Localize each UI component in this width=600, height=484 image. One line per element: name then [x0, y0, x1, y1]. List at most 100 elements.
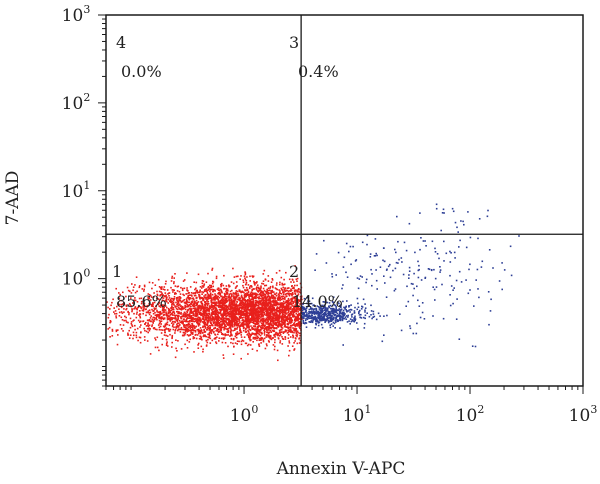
data-point-q1 [136, 307, 139, 309]
data-point-q1 [287, 327, 290, 330]
data-point-q1 [222, 296, 224, 299]
data-point-q1 [205, 312, 208, 315]
data-point-q1 [210, 314, 213, 316]
data-point-q2 [423, 318, 426, 320]
data-point-q1 [178, 300, 181, 302]
data-point-q1 [256, 284, 259, 286]
data-point-q1 [218, 296, 221, 299]
data-point-q1 [188, 319, 191, 322]
data-point-q1 [150, 315, 152, 317]
data-point-q1 [181, 328, 184, 331]
data-point-q1 [223, 319, 226, 322]
data-point-q1 [113, 311, 115, 313]
data-point-q2 [310, 308, 312, 310]
data-point-q1 [228, 298, 230, 300]
data-point-q1 [269, 312, 271, 314]
data-point-q1 [287, 307, 290, 309]
data-point-q1 [242, 319, 244, 322]
data-point-q1 [128, 312, 130, 314]
data-point-q1 [193, 303, 196, 306]
data-point-q1 [206, 300, 208, 302]
data-point-q1 [220, 313, 222, 316]
data-point-q1 [136, 308, 138, 311]
data-point-q1 [292, 334, 294, 337]
data-point-q1 [231, 303, 233, 306]
data-point-q1 [209, 337, 212, 340]
data-point-q1 [189, 311, 191, 314]
data-point-q1 [244, 292, 247, 295]
data-point-q1 [271, 295, 273, 297]
data-point-q1 [228, 302, 231, 305]
data-point-q1 [187, 290, 189, 292]
data-point-q1 [290, 320, 293, 322]
data-point-q1 [219, 312, 222, 314]
data-point-q1 [247, 329, 249, 332]
data-point-q1 [222, 315, 224, 318]
data-point-q1 [125, 308, 127, 311]
data-point-q1 [275, 299, 277, 302]
data-point-q1 [173, 296, 176, 298]
data-point-q1 [193, 301, 196, 303]
data-point-q2 [323, 312, 326, 314]
data-point-q1 [266, 316, 269, 319]
data-point-q1 [277, 314, 280, 317]
data-point-q2 [364, 317, 366, 320]
data-point-q1 [244, 277, 246, 279]
data-point-q1 [254, 328, 257, 330]
data-point-q2 [309, 315, 312, 318]
data-point-q2 [323, 309, 326, 312]
data-point-q1 [131, 325, 134, 328]
data-point-q2 [326, 301, 329, 304]
data-point-q2 [343, 317, 346, 320]
data-point-q1 [209, 342, 212, 344]
data-point-q1 [143, 327, 145, 330]
data-point-q2 [327, 312, 329, 315]
data-point-q1 [203, 329, 205, 332]
data-point-q1 [268, 312, 270, 315]
data-point-q2 [330, 317, 333, 320]
data-point-q1 [278, 295, 280, 298]
data-point-q1 [156, 297, 158, 300]
data-point-q1 [168, 308, 170, 311]
data-point-q1 [196, 329, 199, 331]
data-point-q2 [323, 315, 325, 317]
data-point-q1 [207, 286, 210, 288]
data-point-q1 [150, 296, 153, 298]
data-point-q2 [353, 310, 356, 312]
data-point-q1 [245, 322, 247, 324]
data-point-q1 [263, 303, 265, 306]
data-point-q1 [143, 285, 146, 288]
data-point-q1 [174, 285, 177, 287]
data-point-q1 [179, 297, 182, 299]
data-point-q2 [417, 299, 419, 302]
data-point-q1 [271, 310, 274, 313]
data-point-q1 [277, 333, 279, 335]
data-point-q1 [195, 319, 198, 322]
data-point-q1 [212, 313, 214, 315]
data-point-q2 [318, 306, 321, 309]
data-point-q2 [354, 315, 356, 318]
data-point-q2 [330, 316, 332, 318]
data-point-q1 [113, 307, 115, 309]
data-point-q1 [293, 348, 296, 350]
data-point-q1 [252, 322, 255, 324]
data-point-q1 [261, 293, 263, 295]
data-point-q1 [190, 315, 193, 317]
data-point-q1 [223, 303, 225, 305]
data-point-q1 [196, 322, 199, 324]
data-point-q1 [251, 308, 254, 310]
data-point-q1 [186, 347, 189, 349]
data-point-q1 [296, 314, 299, 317]
data-point-q1 [230, 326, 232, 328]
data-point-q1 [225, 304, 228, 307]
data-point-q1 [235, 321, 237, 324]
data-point-q1 [266, 288, 269, 291]
data-point-q1 [286, 305, 289, 308]
data-point-q1 [162, 294, 164, 296]
data-point-q1 [182, 328, 185, 331]
data-point-q2 [301, 305, 304, 308]
data-point-q1 [265, 317, 268, 320]
data-point-q1 [248, 332, 250, 335]
data-point-q1 [233, 276, 236, 278]
data-point-q1 [267, 308, 269, 311]
